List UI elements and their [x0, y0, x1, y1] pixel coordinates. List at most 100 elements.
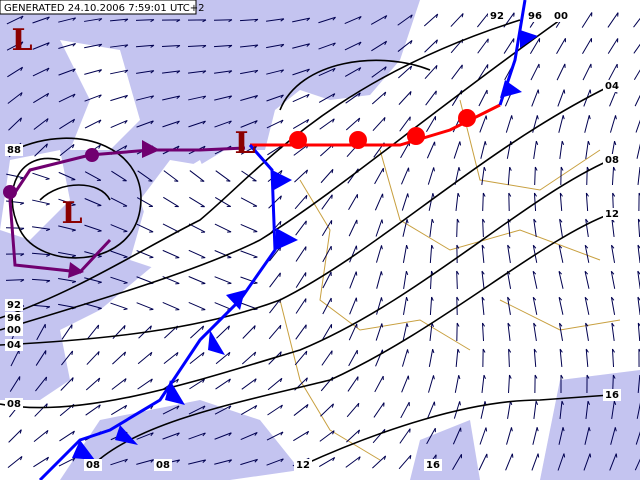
wind-arrow	[163, 170, 179, 182]
wind-arrow	[294, 350, 308, 366]
wind-arrow	[33, 429, 49, 443]
wind-arrow	[533, 400, 539, 419]
wind-arrow	[266, 431, 284, 441]
wind-arrow	[370, 15, 388, 25]
wind-arrow	[558, 244, 564, 263]
wind-arrow	[269, 272, 281, 288]
wind-arrow	[293, 404, 309, 416]
wind-arrow	[187, 19, 207, 23]
wind-arrow	[35, 350, 47, 366]
isobar-label: 08	[156, 460, 170, 471]
wind-arrow	[506, 427, 513, 445]
label-box	[603, 208, 621, 220]
wind-arrow	[612, 192, 616, 212]
wind-arrow	[634, 458, 640, 471]
low-pressure: L	[11, 23, 32, 58]
wind-arrow	[35, 376, 48, 392]
wind-arrow	[507, 166, 512, 186]
wind-arrow	[241, 351, 257, 365]
wind-arrow	[585, 192, 589, 212]
wind-arrow	[8, 117, 22, 131]
wind-arrow	[505, 453, 514, 471]
wind-arrow	[402, 296, 409, 315]
wind-arrow	[559, 348, 563, 368]
wind-arrow	[318, 16, 336, 24]
wind-arrow	[585, 400, 591, 419]
wind-arrow	[188, 70, 207, 74]
wind-arrow	[584, 296, 590, 315]
wind-arrow	[636, 402, 640, 419]
wind-arrow	[292, 43, 311, 49]
wind-arrow	[455, 348, 460, 368]
wind-arrow	[423, 13, 439, 27]
wind-arrow	[507, 322, 511, 341]
wind-arrow	[137, 378, 153, 390]
wind-arrow	[31, 304, 51, 309]
label-box	[5, 339, 23, 351]
wind-arrow	[609, 115, 617, 133]
wind-arrow	[295, 324, 307, 340]
wind-arrow	[584, 244, 590, 263]
wind-arrow	[607, 12, 619, 28]
wind-arrow	[349, 245, 358, 263]
wind-arrow	[58, 278, 77, 284]
wind-arrow	[635, 431, 640, 445]
wind-arrow	[531, 89, 540, 107]
label-box	[603, 80, 621, 92]
wind-arrow	[376, 271, 383, 289]
wind-arrow	[344, 15, 362, 25]
wind-arrow	[189, 196, 205, 208]
wind-arrow	[611, 166, 616, 186]
wind-arrow	[507, 296, 511, 315]
wind-arrow	[456, 322, 460, 342]
isobar-label: 16	[426, 460, 440, 471]
wind-arrow	[84, 198, 102, 207]
wind-arrow	[560, 166, 564, 186]
wind-arrow	[86, 324, 100, 340]
wind-arrow	[452, 427, 462, 445]
wind-arrow	[214, 95, 233, 101]
wind-arrow	[136, 302, 154, 311]
wind-arrow	[559, 192, 563, 212]
wind-arrow	[402, 244, 409, 263]
wind-arrow	[110, 276, 128, 285]
wind-arrow	[481, 322, 486, 342]
wind-arrow	[135, 44, 155, 48]
wind-arrow	[481, 374, 486, 393]
wind-arrow	[136, 459, 155, 465]
wind-arrow	[610, 427, 617, 445]
wind-arrow	[481, 296, 485, 316]
isobar-label: 08	[7, 399, 21, 410]
wind-arrow	[240, 44, 259, 48]
wind-arrow	[214, 432, 232, 440]
isobar-label: 92	[490, 11, 504, 22]
wind-arrow	[6, 41, 24, 51]
isobar-label: 04	[7, 340, 21, 351]
header-box	[0, 0, 197, 15]
wind-arrow	[61, 324, 73, 340]
wind-arrow	[214, 276, 232, 285]
wind-arrow	[58, 457, 76, 467]
wind-arrow	[322, 271, 332, 289]
wind-arrow	[7, 66, 24, 78]
wind-arrow	[557, 89, 566, 107]
wind-arrow	[110, 119, 128, 129]
wind-arrow	[239, 18, 259, 22]
label-box	[552, 10, 570, 22]
wind-arrow	[481, 244, 485, 264]
wind-arrow	[266, 18, 285, 22]
wind-arrow	[293, 430, 310, 442]
wind-arrow	[110, 302, 128, 311]
wind-arrow	[348, 219, 358, 237]
wind-arrow	[559, 400, 564, 420]
wind-arrow	[508, 374, 512, 394]
wind-arrow	[33, 118, 49, 130]
label-box	[603, 389, 621, 401]
wind-arrow	[321, 220, 333, 236]
wind-arrow	[559, 218, 563, 237]
wind-arrow	[318, 67, 336, 77]
wind-arrow	[531, 453, 540, 471]
wind-arrow	[215, 170, 231, 182]
wind-arrows	[5, 12, 640, 471]
